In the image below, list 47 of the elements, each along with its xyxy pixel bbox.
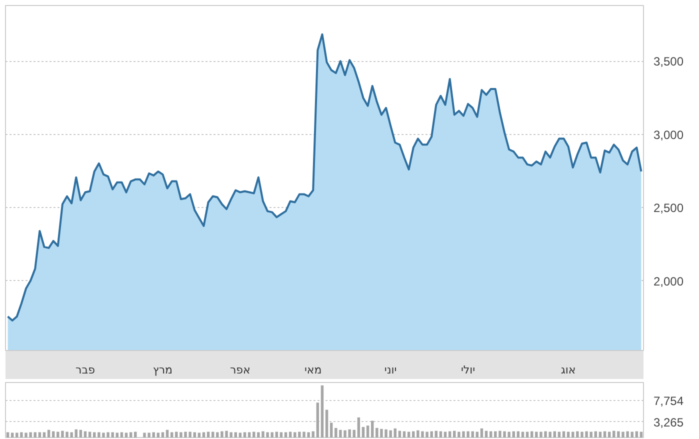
bar	[34, 432, 36, 438]
bar	[480, 428, 484, 438]
x-tick-label: יוני	[384, 364, 397, 376]
bar	[366, 426, 370, 438]
bar	[330, 422, 333, 438]
bar	[362, 426, 365, 438]
bar	[238, 432, 242, 438]
bar	[6, 432, 10, 438]
y-tick-label: 7,754	[654, 394, 684, 408]
bar	[161, 432, 164, 438]
bar	[38, 432, 42, 438]
bar	[74, 429, 78, 438]
bar	[248, 432, 251, 438]
bar	[156, 432, 160, 438]
bar	[320, 385, 324, 438]
bar	[280, 432, 283, 438]
bar	[316, 402, 320, 438]
bar	[243, 432, 246, 438]
bar	[42, 432, 46, 438]
bar	[357, 417, 360, 438]
y-tick-label: 2,500	[654, 201, 684, 216]
x-tick-label: אפר	[230, 364, 250, 376]
x-tick-label: אוג	[560, 364, 576, 376]
bar	[284, 432, 288, 438]
bar	[325, 410, 328, 438]
bar	[10, 432, 14, 438]
y-tick-label: 2,000	[654, 274, 684, 288]
bar	[394, 428, 397, 438]
bar	[370, 420, 374, 438]
bar	[234, 432, 238, 438]
bar	[170, 432, 174, 438]
x-tick-label: מאי	[304, 364, 322, 376]
bar	[193, 432, 196, 438]
bar	[198, 432, 201, 438]
bar	[202, 432, 206, 438]
bar	[294, 432, 296, 438]
bar	[92, 432, 96, 438]
bar	[120, 432, 124, 438]
y-tick-label: 3,265	[654, 415, 684, 430]
y-tick-label: 3,500	[654, 54, 684, 69]
bar	[116, 432, 119, 438]
y-tick-label: 3,000	[654, 128, 684, 142]
bar	[129, 432, 132, 438]
x-tick-label: יולי	[460, 364, 476, 376]
x-tick-label: פבר	[76, 364, 96, 376]
x-tick-label: מרץ	[152, 364, 173, 376]
bar	[124, 432, 128, 438]
